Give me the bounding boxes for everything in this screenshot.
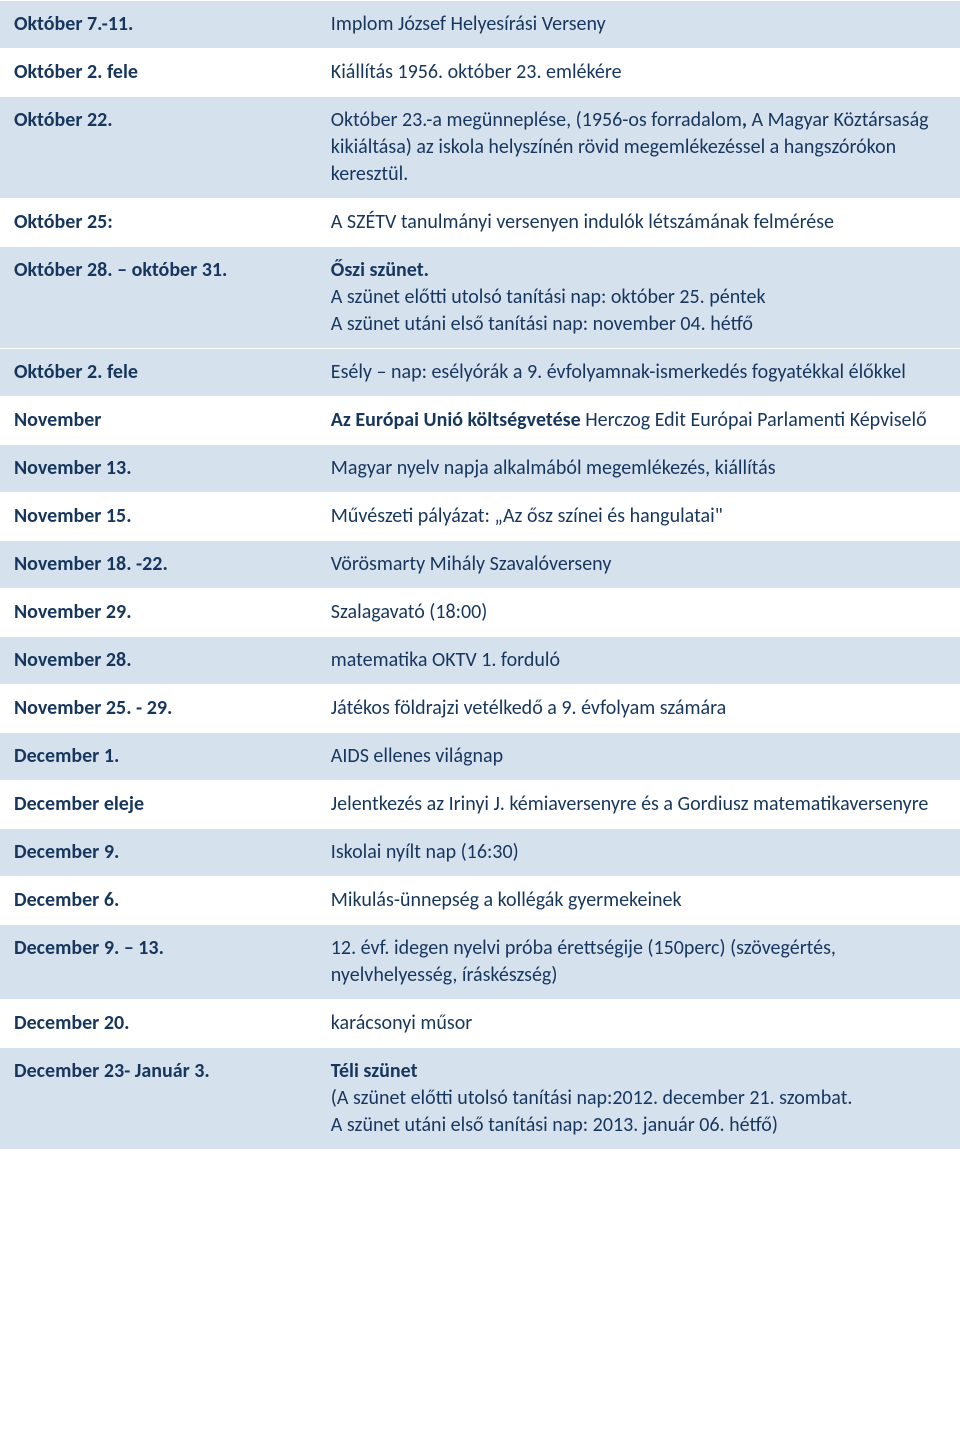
date-cell: November <box>0 397 317 445</box>
table-row: December 23- Január 3.Téli szünet(A szün… <box>0 1048 960 1150</box>
description-cell: 12. évf. idegen nyelvi próba érettségije… <box>317 925 960 1000</box>
description-cell: Implom József Helyesírási Verseny <box>317 1 960 49</box>
date-cell: November 25. - 29. <box>0 685 317 733</box>
description-cell: Téli szünet(A szünet előtti utolsó tanít… <box>317 1048 960 1150</box>
date-cell: Október 2. fele <box>0 349 317 397</box>
date-cell: Október 2. fele <box>0 49 317 97</box>
schedule-table: Október 7.-11.Implom József Helyesírási … <box>0 0 960 1150</box>
table-row: December 6.Mikulás-ünnepség a kollégák g… <box>0 877 960 925</box>
table-row: Október 25:A SZÉTV tanulmányi versenyen … <box>0 199 960 247</box>
table-row: November 25. - 29.Játékos földrajzi veté… <box>0 685 960 733</box>
description-cell: Szalagavató (18:00) <box>317 589 960 637</box>
table-row: November 28.matematika OKTV 1. forduló <box>0 637 960 685</box>
table-row: December 9. – 13.12. évf. idegen nyelvi … <box>0 925 960 1000</box>
description-cell: AIDS ellenes világnap <box>317 733 960 781</box>
table-row: NovemberAz Európai Unió költségvetése He… <box>0 397 960 445</box>
description-cell: matematika OKTV 1. forduló <box>317 637 960 685</box>
table-row: December 9.Iskolai nyílt nap (16:30) <box>0 829 960 877</box>
date-cell: Október 25: <box>0 199 317 247</box>
date-cell: November 28. <box>0 637 317 685</box>
table-row: Október 22.Október 23.-a megünneplése, (… <box>0 97 960 199</box>
description-cell: Játékos földrajzi vetélkedő a 9. évfolya… <box>317 685 960 733</box>
date-cell: December 1. <box>0 733 317 781</box>
description-cell: Őszi szünet.A szünet előtti utolsó tanít… <box>317 247 960 349</box>
date-cell: December 9. <box>0 829 317 877</box>
date-cell: December 9. – 13. <box>0 925 317 1000</box>
date-cell: December eleje <box>0 781 317 829</box>
date-cell: November 18. -22. <box>0 541 317 589</box>
table-row: Október 2. feleKiállítás 1956. október 2… <box>0 49 960 97</box>
date-cell: December 6. <box>0 877 317 925</box>
table-row: November 15.Művészeti pályázat: „Az ősz … <box>0 493 960 541</box>
table-row: November 13.Magyar nyelv napja alkalmábó… <box>0 445 960 493</box>
description-cell: karácsonyi műsor <box>317 1000 960 1048</box>
table-row: December elejeJelentkezés az Irinyi J. k… <box>0 781 960 829</box>
description-cell: Jelentkezés az Irinyi J. kémiaversenyre … <box>317 781 960 829</box>
table-row: Október 28. – október 31.Őszi szünet.A s… <box>0 247 960 349</box>
description-cell: Vörösmarty Mihály Szavalóverseny <box>317 541 960 589</box>
description-cell: Magyar nyelv napja alkalmából megemlékez… <box>317 445 960 493</box>
description-cell: Az Európai Unió költségvetése Herczog Ed… <box>317 397 960 445</box>
date-cell: December 20. <box>0 1000 317 1048</box>
description-cell: A SZÉTV tanulmányi versenyen indulók lét… <box>317 199 960 247</box>
table-row: Október 2. feleEsély – nap: esélyórák a … <box>0 349 960 397</box>
date-cell: November 29. <box>0 589 317 637</box>
table-row: December 20.karácsonyi műsor <box>0 1000 960 1048</box>
date-cell: November 15. <box>0 493 317 541</box>
description-cell: Kiállítás 1956. október 23. emlékére <box>317 49 960 97</box>
table-row: November 18. -22.Vörösmarty Mihály Szava… <box>0 541 960 589</box>
table-row: November 29.Szalagavató (18:00) <box>0 589 960 637</box>
table-row: Október 7.-11.Implom József Helyesírási … <box>0 1 960 49</box>
schedule-body: Október 7.-11.Implom József Helyesírási … <box>0 1 960 1150</box>
description-cell: Mikulás-ünnepség a kollégák gyermekeinek <box>317 877 960 925</box>
date-cell: Október 22. <box>0 97 317 199</box>
date-cell: Október 28. – október 31. <box>0 247 317 349</box>
date-cell: Október 7.-11. <box>0 1 317 49</box>
description-cell: Művészeti pályázat: „Az ősz színei és ha… <box>317 493 960 541</box>
description-cell: Esély – nap: esélyórák a 9. évfolyamnak-… <box>317 349 960 397</box>
date-cell: December 23- Január 3. <box>0 1048 317 1150</box>
date-cell: November 13. <box>0 445 317 493</box>
description-cell: Október 23.-a megünneplése, (1956-os for… <box>317 97 960 199</box>
description-cell: Iskolai nyílt nap (16:30) <box>317 829 960 877</box>
table-row: December 1.AIDS ellenes világnap <box>0 733 960 781</box>
